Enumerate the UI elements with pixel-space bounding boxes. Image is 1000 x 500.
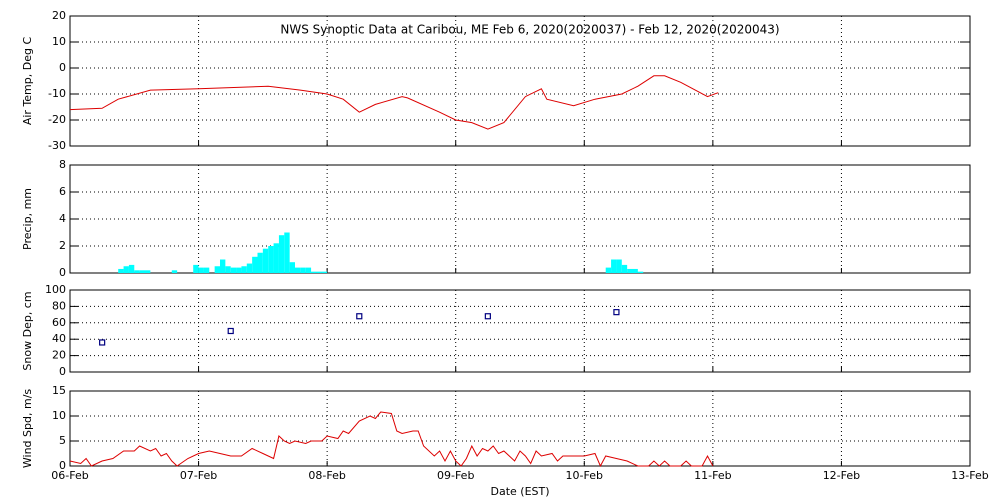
y-tick-label: 20 (52, 349, 66, 362)
bar (605, 267, 612, 273)
bar (214, 266, 220, 273)
y-tick-label: 80 (52, 299, 66, 312)
y-tick-label: 0 (59, 61, 66, 74)
bar (284, 232, 290, 273)
bar (257, 252, 263, 273)
y-tick-label: -30 (48, 139, 66, 152)
y-tick-label: 40 (52, 332, 66, 345)
panel-frame (69, 289, 971, 373)
y-tick-label: 5 (59, 434, 66, 447)
bar (311, 271, 317, 273)
point (227, 327, 234, 335)
bar (118, 268, 124, 273)
bar (236, 267, 242, 273)
point (484, 313, 491, 320)
y-tick-label: 20 (52, 9, 66, 22)
y-tick-label: 6 (59, 185, 66, 198)
y-tick-label: 8 (59, 158, 66, 171)
bar (225, 266, 231, 273)
y-tick-label: 15 (52, 384, 66, 397)
data-line (69, 411, 714, 468)
y-tick-label: 0 (59, 266, 66, 279)
bar (611, 259, 617, 273)
y-tick-label: 0 (59, 459, 66, 472)
x-tick-label: 06-Feb (51, 469, 88, 482)
bar (621, 264, 628, 273)
bar (134, 270, 140, 273)
bar (278, 235, 285, 273)
point (356, 313, 363, 320)
x-tick-label: 13-Feb (951, 469, 988, 482)
point (99, 339, 106, 346)
bar (123, 266, 129, 273)
x-tick-label: 12-Feb (823, 469, 860, 482)
y-tick-label: 2 (59, 239, 66, 252)
x-tick-label: 07-Feb (180, 469, 217, 482)
bar (220, 259, 226, 273)
bar (246, 263, 253, 273)
y-tick-label: -20 (48, 113, 66, 126)
y-tick-label: 4 (59, 212, 66, 225)
bar (637, 271, 644, 273)
y-axis-label: Snow Dep, cm (21, 291, 34, 370)
bar (321, 271, 328, 273)
bar (316, 271, 322, 273)
bar (262, 248, 269, 273)
data-line (69, 75, 719, 130)
bar (300, 267, 306, 273)
y-tick-label: 0 (59, 365, 66, 378)
y-tick-label: 100 (45, 283, 66, 296)
bar (198, 267, 204, 273)
chart-title: NWS Synoptic Data at Caribou, ME Feb 6, … (280, 23, 779, 37)
bar (193, 264, 199, 273)
bar (171, 270, 178, 273)
bar (268, 246, 274, 273)
bar (305, 267, 312, 273)
bar (273, 243, 279, 273)
bar (289, 262, 295, 273)
x-tick-label: 08-Feb (308, 469, 345, 482)
y-tick-label: 60 (52, 316, 66, 329)
panel-frame (69, 390, 971, 467)
bar (616, 259, 622, 273)
y-axis-label: Precip, mm (21, 188, 34, 250)
y-tick-label: 10 (52, 409, 66, 422)
x-tick-label: 11-Feb (694, 469, 731, 482)
bar (128, 264, 135, 273)
x-axis-label: Date (EST) (490, 485, 549, 498)
y-axis-label: Air Temp, Deg C (21, 37, 34, 126)
bar (145, 270, 151, 273)
y-tick-label: -10 (48, 87, 66, 100)
y-tick-label: 10 (52, 35, 66, 48)
y-axis-label: Wind Spd, m/s (21, 389, 34, 469)
bar (252, 256, 258, 273)
bar (139, 270, 145, 273)
point (613, 309, 620, 316)
x-tick-label: 10-Feb (566, 469, 603, 482)
bar (632, 268, 638, 273)
x-tick-label: 09-Feb (437, 469, 474, 482)
bar (203, 267, 210, 273)
bar (241, 266, 247, 273)
bar (295, 267, 301, 273)
bar (627, 268, 633, 273)
bar (230, 267, 237, 273)
